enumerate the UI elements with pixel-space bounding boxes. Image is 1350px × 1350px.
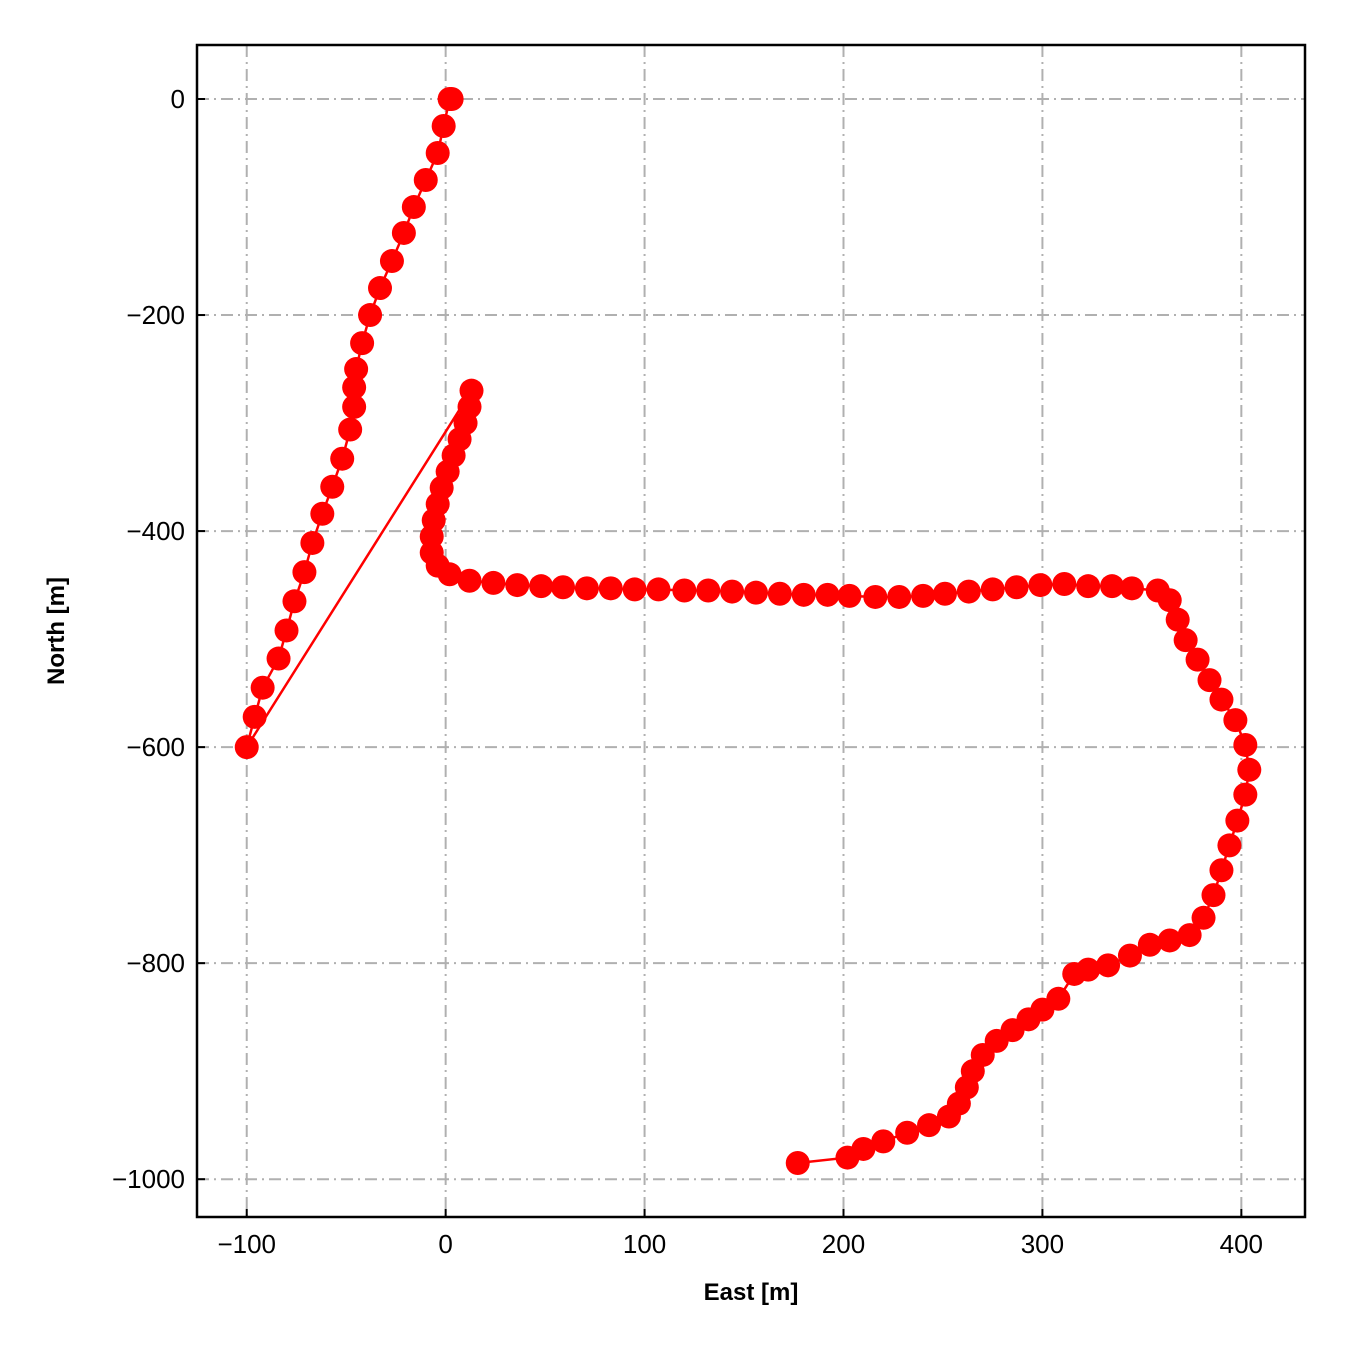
marker [439, 87, 464, 112]
marker [696, 578, 721, 603]
marker [980, 577, 1005, 602]
marker [863, 584, 888, 609]
marker [1237, 757, 1262, 782]
marker [1173, 628, 1198, 653]
marker [551, 575, 576, 600]
y-axis-label: North [m] [43, 577, 70, 685]
x-tick-label: 400 [1220, 1229, 1263, 1259]
marker [1225, 808, 1250, 833]
marker [342, 394, 367, 419]
marker [1201, 883, 1226, 908]
marker [425, 141, 450, 166]
marker [1209, 858, 1234, 883]
marker [791, 582, 816, 607]
x-tick-label: 300 [1021, 1229, 1064, 1259]
y-tick-label: −1000 [112, 1164, 185, 1194]
plot-frame [195, 43, 1307, 1219]
marker [1233, 782, 1258, 807]
marker [917, 1113, 942, 1138]
marker [242, 704, 267, 729]
marker [598, 576, 623, 601]
marker [1117, 943, 1142, 968]
marker [851, 1136, 876, 1161]
marker [646, 577, 671, 602]
marker [743, 580, 768, 605]
marker [1217, 833, 1242, 858]
marker [300, 530, 325, 555]
marker [1197, 668, 1222, 693]
marker [342, 375, 367, 400]
marker [672, 578, 697, 603]
marker [932, 581, 957, 606]
marker [330, 446, 355, 471]
x-axis-label: East [m] [704, 1279, 799, 1306]
marker [1177, 923, 1202, 948]
marker [350, 331, 375, 356]
marker [1157, 928, 1182, 953]
marker [234, 735, 259, 760]
marker [292, 560, 317, 585]
y-tick-label: −200 [126, 300, 185, 330]
marker [1076, 574, 1101, 599]
marker [274, 618, 299, 643]
y-tick-label: 0 [171, 84, 185, 114]
marker [391, 220, 416, 245]
marker [1004, 575, 1029, 600]
marker [887, 584, 912, 609]
marker [1028, 573, 1053, 598]
marker [767, 581, 792, 606]
marker [344, 357, 369, 382]
marker [1165, 607, 1190, 632]
marker [1209, 687, 1234, 712]
marker [1233, 732, 1258, 757]
marker [457, 568, 482, 593]
x-tick-label: 100 [623, 1229, 666, 1259]
marker [413, 168, 438, 193]
x-tick-label: −100 [217, 1229, 276, 1259]
marker [1100, 574, 1125, 599]
marker [574, 576, 599, 601]
marker [320, 474, 345, 499]
x-tick-label: 200 [822, 1229, 865, 1259]
y-tick-label: −800 [126, 948, 185, 978]
marker [250, 675, 275, 700]
marker [529, 574, 554, 599]
marker [401, 195, 426, 220]
marker [956, 579, 981, 604]
marker [895, 1120, 920, 1145]
marker [282, 589, 307, 614]
marker [505, 573, 530, 598]
marker [1076, 957, 1101, 982]
marker [871, 1129, 896, 1154]
marker [431, 114, 456, 139]
marker [481, 570, 506, 595]
marker [1185, 647, 1210, 672]
marker [837, 583, 862, 608]
marker [1223, 708, 1248, 733]
marker [815, 582, 840, 607]
marker [1096, 953, 1121, 978]
y-tick-label: −600 [126, 732, 185, 762]
marker [1191, 905, 1216, 930]
marker [1145, 578, 1170, 603]
marker [338, 417, 363, 442]
marker [1046, 986, 1071, 1011]
marker [1119, 576, 1144, 601]
marker [379, 249, 404, 274]
marker [785, 1150, 810, 1175]
marker [1137, 932, 1162, 957]
marker [459, 378, 484, 403]
x-tick-label: 0 [438, 1229, 452, 1259]
marker [266, 646, 291, 671]
marker [368, 276, 393, 301]
marker [720, 579, 745, 604]
marker [310, 501, 335, 526]
marker [358, 303, 383, 328]
marker [622, 577, 647, 602]
marker [911, 583, 936, 608]
y-tick-label: −400 [126, 516, 185, 546]
marker [1052, 572, 1077, 597]
